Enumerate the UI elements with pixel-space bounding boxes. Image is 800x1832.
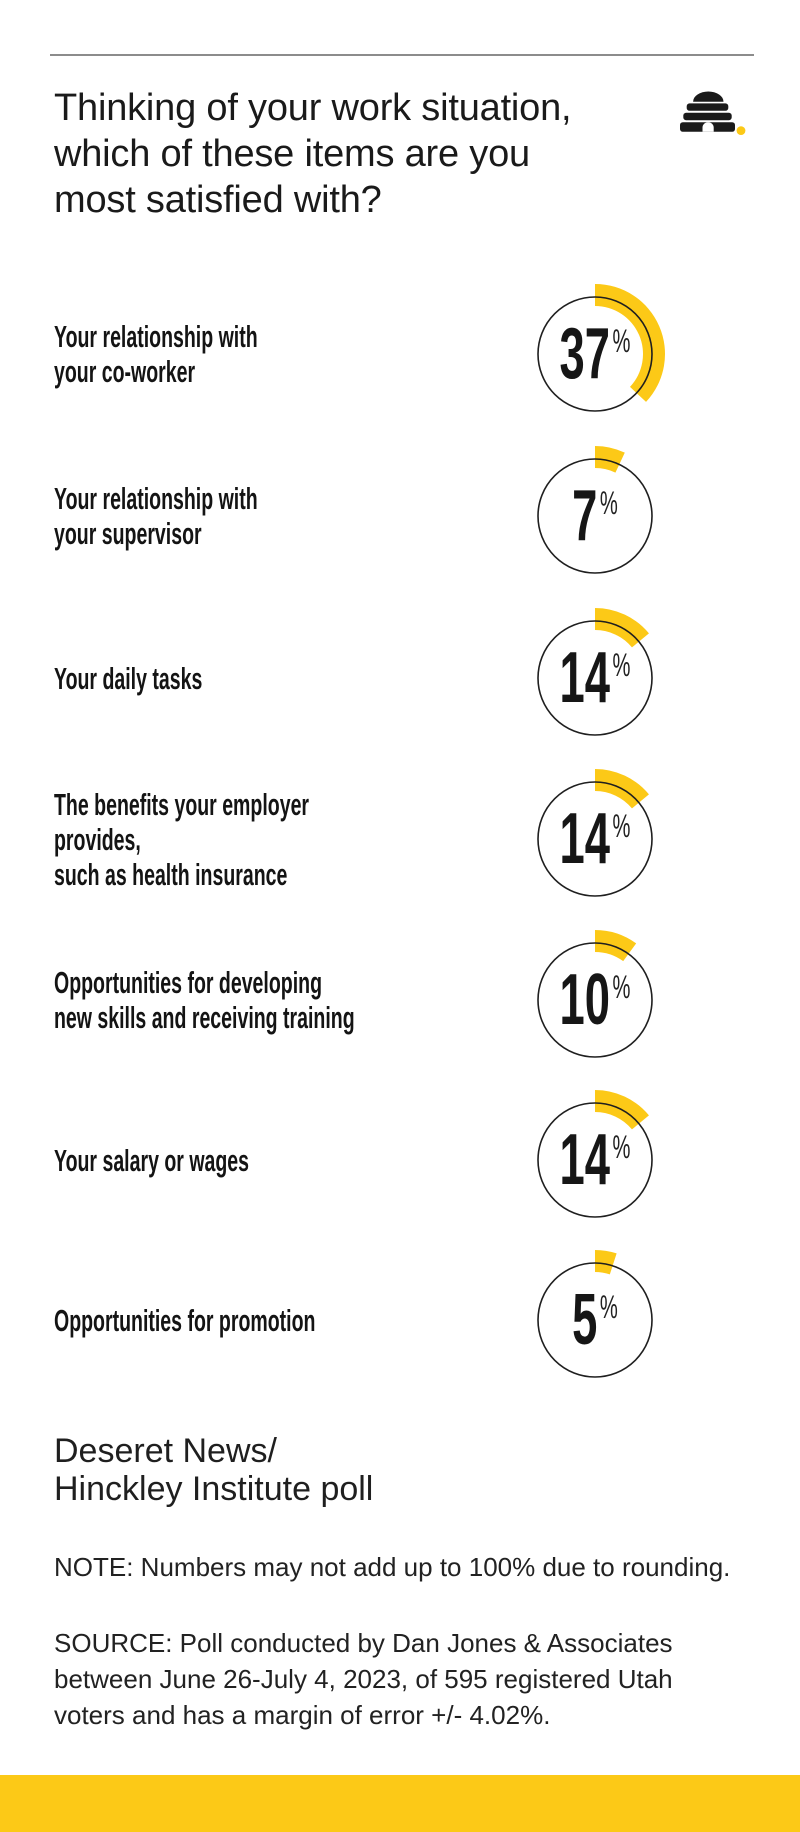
poll-item: Opportunities for promotion 5 % xyxy=(0,1245,800,1395)
item-value: 14 % xyxy=(548,603,643,753)
donut-ring xyxy=(537,1262,653,1378)
donut-chart: 5 % xyxy=(520,1245,670,1395)
item-value: 14 % xyxy=(548,1085,643,1235)
item-label-text: Your relationship with your supervisor xyxy=(54,481,258,551)
item-percent-number: 37 xyxy=(559,314,611,394)
item-percent-number: 10 xyxy=(559,960,611,1040)
item-label: Your relationship with your supervisor xyxy=(54,441,534,591)
note-text: NOTE: Numbers may not add up to 100% due… xyxy=(54,1552,731,1582)
bottom-accent-bar xyxy=(0,1775,800,1832)
donut-ring xyxy=(537,296,653,412)
item-label: Your relationship with your co-worker xyxy=(54,279,534,429)
item-value: 37 % xyxy=(548,279,643,429)
logo-yellow-dot xyxy=(736,126,746,135)
donut-chart: 37 % xyxy=(520,279,670,429)
donut-ring xyxy=(537,942,653,1058)
donut-svg xyxy=(537,1090,653,1218)
item-percent-number: 7 xyxy=(572,476,598,556)
item-label-text: The benefits your employer provides, suc… xyxy=(54,786,310,892)
item-percent-sign: % xyxy=(612,1129,631,1165)
donut-chart: 7 % xyxy=(520,441,670,591)
donut-chart: 10 % xyxy=(520,925,670,1075)
poll-item: The benefits your employer provides, suc… xyxy=(0,764,800,914)
item-label-text: Your relationship with your co-worker xyxy=(54,319,258,389)
item-label-text: Opportunities for promotion xyxy=(54,1302,316,1338)
item-label: Your daily tasks xyxy=(54,603,534,753)
item-label: Opportunities for developing new skills … xyxy=(54,925,534,1075)
item-label-text: Your daily tasks xyxy=(54,660,203,696)
poll-item: Your daily tasks 14 % xyxy=(0,603,800,753)
item-value: 7 % xyxy=(548,441,643,591)
item-label-text: Your salary or wages xyxy=(54,1142,250,1178)
beehive-icon xyxy=(680,91,735,132)
donut-chart: 14 % xyxy=(520,1085,670,1235)
donut-ring xyxy=(537,458,653,574)
attribution: Deseret News/ Hinckley Institute poll xyxy=(54,1432,374,1508)
source-text: SOURCE: Poll conducted by Dan Jones & As… xyxy=(54,1628,673,1730)
item-percent-number: 14 xyxy=(559,638,611,718)
item-value: 14 % xyxy=(548,764,643,914)
item-label: Your salary or wages xyxy=(54,1085,534,1235)
donut-chart: 14 % xyxy=(520,764,670,914)
deseret-news-beehive-logo xyxy=(680,91,746,135)
donut-ring xyxy=(537,620,653,736)
item-percent-sign: % xyxy=(612,969,631,1005)
item-value: 5 % xyxy=(548,1245,643,1395)
donut-svg xyxy=(537,284,666,412)
donut-arc xyxy=(595,446,625,473)
item-percent-sign: % xyxy=(599,485,618,521)
donut-svg xyxy=(537,930,653,1058)
donut-svg xyxy=(537,769,653,897)
item-percent-number: 5 xyxy=(572,1280,598,1360)
donut-arc xyxy=(595,284,666,402)
item-value: 10 % xyxy=(548,925,643,1075)
poll-item: Your salary or wages 14 % xyxy=(0,1085,800,1235)
donut-svg xyxy=(537,608,653,736)
item-label-text: Opportunities for developing new skills … xyxy=(54,965,355,1035)
top-divider xyxy=(50,54,754,56)
item-percent-sign: % xyxy=(612,323,631,359)
poll-item: Your relationship with your co-worker 37… xyxy=(0,279,800,429)
poll-item: Opportunities for developing new skills … xyxy=(0,925,800,1075)
donut-ring xyxy=(537,1102,653,1218)
poll-item: Your relationship with your supervisor 7… xyxy=(0,441,800,591)
donut-ring xyxy=(537,781,653,897)
item-label: Opportunities for promotion xyxy=(54,1245,534,1395)
donut-svg xyxy=(537,1250,653,1378)
item-percent-sign: % xyxy=(612,808,631,844)
donut-arc xyxy=(595,1250,617,1275)
item-percent-number: 14 xyxy=(559,1120,611,1200)
item-label: The benefits your employer provides, suc… xyxy=(54,764,534,914)
page-title: Thinking of your work situation, which o… xyxy=(54,87,572,221)
item-percent-sign: % xyxy=(599,1289,618,1325)
item-percent-sign: % xyxy=(612,647,631,683)
donut-svg xyxy=(537,446,653,574)
donut-arc xyxy=(595,930,637,962)
item-percent-number: 14 xyxy=(559,799,611,879)
donut-chart: 14 % xyxy=(520,603,670,753)
